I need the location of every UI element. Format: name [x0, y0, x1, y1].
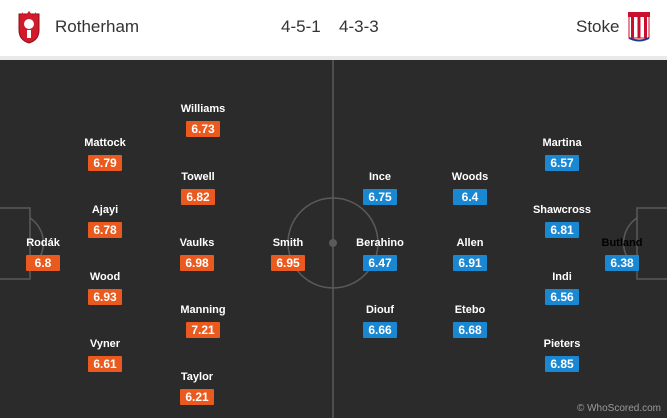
- player-rating: 6.82: [181, 189, 215, 205]
- home-player-rcm[interactable]: Manning 7.21: [163, 304, 243, 339]
- away-player-lb[interactable]: Martina 6.57: [522, 137, 602, 172]
- stoke-crest-icon: [628, 12, 650, 42]
- player-rating: 6.79: [88, 155, 122, 171]
- away-player-lw[interactable]: Ince 6.75: [340, 171, 420, 206]
- player-name: Berahino: [356, 237, 404, 249]
- home-player-rb[interactable]: Vyner 6.61: [65, 338, 145, 373]
- player-rating: 6.75: [363, 189, 397, 205]
- header-divider: [0, 56, 667, 60]
- player-name: Ince: [368, 171, 391, 183]
- player-rating: 7.21: [186, 322, 220, 338]
- player-name: Butland: [601, 237, 643, 249]
- match-header: Rotherham 4-5-1 4-3-3 Stoke: [0, 0, 667, 56]
- player-rating: 6.57: [545, 155, 579, 171]
- player-rating: 6.85: [545, 356, 579, 372]
- away-player-cm[interactable]: Allen 6.91: [430, 237, 510, 272]
- away-player-lcb[interactable]: Shawcross 6.81: [522, 204, 602, 239]
- rotherham-crest-icon: [18, 11, 40, 44]
- player-name: Rodák: [26, 237, 60, 249]
- away-player-st[interactable]: Berahino 6.47: [340, 237, 420, 272]
- player-name: Manning: [180, 304, 226, 316]
- player-rating: 6.47: [363, 255, 397, 271]
- home-team-name: Rotherham: [55, 17, 140, 36]
- player-name: Towell: [181, 171, 215, 183]
- player-name: Diouf: [365, 304, 395, 316]
- player-rating: 6.78: [88, 222, 122, 238]
- away-player-rb[interactable]: Pieters 6.85: [522, 338, 602, 373]
- player-rating: 6.98: [180, 255, 214, 271]
- player-rating: 6.81: [545, 222, 579, 238]
- home-player-lcm[interactable]: Towell 6.82: [158, 171, 238, 206]
- player-rating: 6.68: [453, 322, 487, 338]
- home-player-lcb[interactable]: Ajayi 6.78: [65, 204, 145, 239]
- home-player-st[interactable]: Smith 6.95: [248, 237, 328, 272]
- player-name: Williams: [180, 103, 226, 115]
- player-name: Vyner: [89, 338, 121, 350]
- home-player-lb[interactable]: Mattock 6.79: [65, 137, 145, 172]
- player-rating: 6.21: [180, 389, 214, 405]
- away-player-lcm[interactable]: Woods 6.4: [430, 171, 510, 206]
- player-rating: 6.38: [605, 255, 639, 271]
- player-name: Taylor: [180, 371, 214, 383]
- player-rating: 6.61: [88, 356, 122, 372]
- pitch-markings: [0, 60, 667, 418]
- player-name: Vaulks: [179, 237, 215, 249]
- away-player-rcb[interactable]: Indi 6.56: [522, 271, 602, 306]
- player-name: Mattock: [84, 137, 126, 149]
- player-rating: 6.8: [26, 255, 60, 271]
- home-player-rcb[interactable]: Wood 6.93: [65, 271, 145, 306]
- away-player-rcm[interactable]: Etebo 6.68: [430, 304, 510, 339]
- away-formation: 4-3-3: [339, 17, 379, 36]
- away-player-rw[interactable]: Diouf 6.66: [340, 304, 420, 339]
- player-name: Woods: [451, 171, 489, 183]
- player-rating: 6.73: [186, 121, 220, 137]
- player-rating: 6.66: [363, 322, 397, 338]
- player-name: Smith: [272, 237, 304, 249]
- player-name: Indi: [552, 271, 572, 283]
- player-name: Ajayi: [91, 204, 119, 216]
- home-player-gk[interactable]: Rodák 6.8: [3, 237, 83, 272]
- player-name: Allen: [456, 237, 484, 249]
- credit-text: © WhoScored.com: [576, 403, 661, 414]
- home-player-lm[interactable]: Williams 6.73: [163, 103, 243, 138]
- pitch: Rodák 6.8 Mattock 6.79 Ajayi 6.78 Wood 6…: [0, 60, 667, 418]
- home-player-rm[interactable]: Taylor 6.21: [157, 371, 237, 406]
- player-rating: 6.56: [545, 289, 579, 305]
- player-rating: 6.95: [271, 255, 305, 271]
- player-rating: 6.93: [88, 289, 122, 305]
- player-name: Pieters: [543, 338, 581, 350]
- player-name: Wood: [89, 271, 121, 283]
- away-team-name: Stoke: [576, 17, 620, 36]
- player-rating: 6.91: [453, 255, 487, 271]
- player-rating: 6.4: [453, 189, 487, 205]
- player-name: Etebo: [454, 304, 486, 316]
- away-player-gk[interactable]: Butland 6.38: [582, 237, 662, 272]
- player-name: Shawcross: [532, 204, 592, 216]
- home-player-cm[interactable]: Vaulks 6.98: [157, 237, 237, 272]
- player-name: Martina: [542, 137, 582, 149]
- home-formation: 4-5-1: [281, 17, 321, 36]
